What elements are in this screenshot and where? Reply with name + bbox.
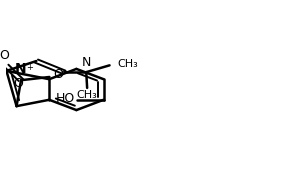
Text: O: O xyxy=(53,68,63,81)
Text: HO: HO xyxy=(56,92,75,105)
Text: O: O xyxy=(0,49,9,62)
Text: O: O xyxy=(13,77,23,90)
Text: CH₃: CH₃ xyxy=(117,59,138,69)
Text: N: N xyxy=(82,56,92,69)
Text: −: − xyxy=(61,67,69,77)
Text: CH₃: CH₃ xyxy=(77,90,98,100)
Text: +: + xyxy=(27,63,33,72)
Text: N: N xyxy=(15,62,26,76)
